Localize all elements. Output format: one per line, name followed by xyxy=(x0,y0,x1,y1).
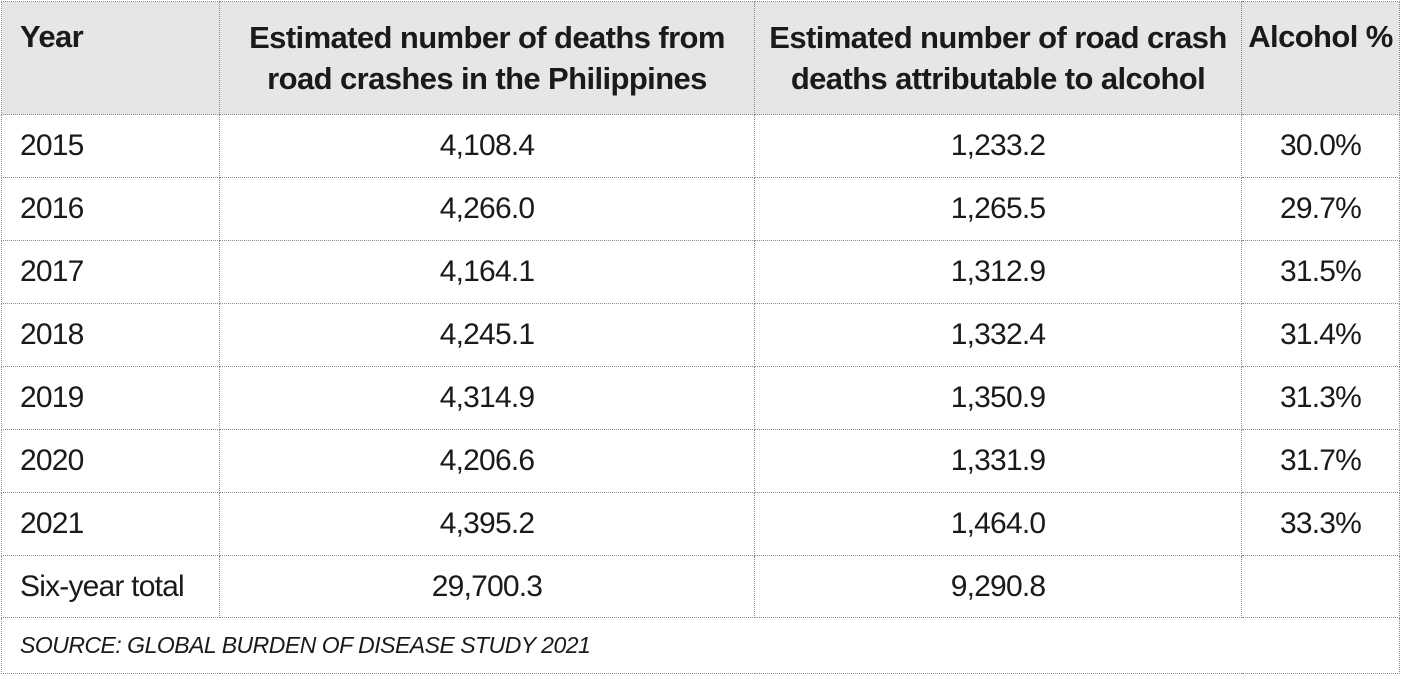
cell-year: 2020 xyxy=(1,429,220,493)
cell-alcohol-deaths: 1,331.9 xyxy=(754,429,1242,493)
cell-deaths: 4,245.1 xyxy=(219,303,755,367)
header-alcohol-percent: Alcohol % xyxy=(1241,1,1400,115)
total-row: Six-year total 29,700.3 9,290.8 xyxy=(1,555,1400,618)
cell-alcohol-percent: 31.3% xyxy=(1241,366,1400,430)
cell-deaths: 4,108.4 xyxy=(219,114,755,178)
cell-year: 2018 xyxy=(1,303,220,367)
source-note: SOURCE: GLOBAL BURDEN OF DISEASE STUDY 2… xyxy=(1,617,1400,674)
table-footer: SOURCE: GLOBAL BURDEN OF DISEASE STUDY 2… xyxy=(1,617,1400,674)
header-alcohol-percent-text: Alcohol % xyxy=(1248,19,1393,54)
cell-deaths: 4,266.0 xyxy=(219,177,755,241)
cell-year: 2019 xyxy=(1,366,220,430)
cell-alcohol-deaths: 1,233.2 xyxy=(754,114,1242,178)
table-row: 2021 4,395.2 1,464.0 33.3% xyxy=(1,492,1400,556)
header-alcohol-deaths: Estimated number of road crash deaths at… xyxy=(754,1,1242,115)
table-row: 2018 4,245.1 1,332.4 31.4% xyxy=(1,303,1400,367)
table-body: 2015 4,108.4 1,233.2 30.0% 2016 4,266.0 … xyxy=(1,114,1400,618)
cell-alcohol-percent: 31.4% xyxy=(1241,303,1400,367)
cell-year: 2016 xyxy=(1,177,220,241)
cell-year: 2015 xyxy=(1,114,220,178)
table-row: 2016 4,266.0 1,265.5 29.7% xyxy=(1,177,1400,241)
header-deaths: Estimated number of deaths from road cra… xyxy=(219,1,755,115)
cell-deaths: 4,206.6 xyxy=(219,429,755,493)
road-crash-deaths-table: Year Estimated number of deaths from roa… xyxy=(1,1,1400,674)
total-deaths: 29,700.3 xyxy=(219,555,755,618)
cell-deaths: 4,314.9 xyxy=(219,366,755,430)
cell-alcohol-deaths: 1,332.4 xyxy=(754,303,1242,367)
cell-alcohol-percent: 30.0% xyxy=(1241,114,1400,178)
cell-alcohol-percent: 29.7% xyxy=(1241,177,1400,241)
source-row: SOURCE: GLOBAL BURDEN OF DISEASE STUDY 2… xyxy=(1,617,1400,674)
cell-deaths: 4,164.1 xyxy=(219,240,755,304)
cell-alcohol-percent: 33.3% xyxy=(1241,492,1400,556)
table-header: Year Estimated number of deaths from roa… xyxy=(1,1,1400,115)
total-alcohol-percent xyxy=(1241,555,1400,618)
data-table-container: Year Estimated number of deaths from roa… xyxy=(1,1,1400,674)
cell-year: 2021 xyxy=(1,492,220,556)
table-row: 2015 4,108.4 1,233.2 30.0% xyxy=(1,114,1400,178)
table-row: 2020 4,206.6 1,331.9 31.7% xyxy=(1,429,1400,493)
table-row: 2019 4,314.9 1,350.9 31.3% xyxy=(1,366,1400,430)
total-label: Six-year total xyxy=(1,555,220,618)
cell-alcohol-deaths: 1,312.9 xyxy=(754,240,1242,304)
total-alcohol-deaths: 9,290.8 xyxy=(754,555,1242,618)
cell-alcohol-deaths: 1,350.9 xyxy=(754,366,1242,430)
cell-alcohol-percent: 31.5% xyxy=(1241,240,1400,304)
cell-year: 2017 xyxy=(1,240,220,304)
cell-deaths: 4,395.2 xyxy=(219,492,755,556)
table-row: 2017 4,164.1 1,312.9 31.5% xyxy=(1,240,1400,304)
cell-alcohol-deaths: 1,265.5 xyxy=(754,177,1242,241)
header-row: Year Estimated number of deaths from roa… xyxy=(1,1,1400,115)
cell-alcohol-percent: 31.7% xyxy=(1241,429,1400,493)
header-year: Year xyxy=(1,1,220,115)
cell-alcohol-deaths: 1,464.0 xyxy=(754,492,1242,556)
